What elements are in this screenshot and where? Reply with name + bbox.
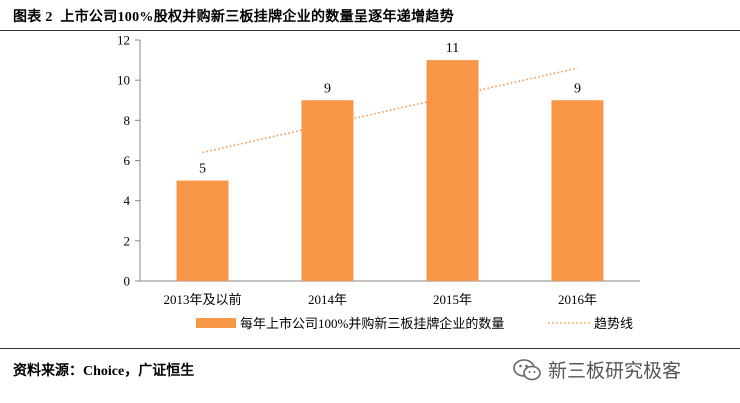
bottom-rule (0, 348, 740, 349)
bar (301, 100, 354, 281)
top-rule (0, 30, 740, 31)
legend-bar-label: 每年上市公司100%并购新三板挂牌企业的数量 (240, 316, 504, 331)
legend-bar-swatch (196, 318, 236, 328)
data-label: 5 (199, 162, 206, 177)
watermark-text: 新三板研究极客 (548, 360, 682, 382)
trend-line (202, 67, 578, 154)
data-label: 9 (574, 81, 581, 96)
y-tick-label: 6 (124, 153, 131, 168)
bar (176, 180, 229, 281)
figure-title: 图表 2 上市公司100%股权并购新三板挂牌企业的数量呈逐年递增趋势 (13, 6, 454, 26)
watermark: 新三板研究极客 (512, 356, 681, 383)
y-tick-label: 10 (117, 73, 130, 88)
source-note: 资料来源：Choice，广证恒生 (13, 364, 195, 379)
figure-label: 图表 2 (13, 10, 53, 25)
bar (426, 60, 479, 282)
y-tick-label: 2 (124, 233, 131, 248)
y-tick-label: 12 (117, 33, 130, 48)
x-tick-label: 2015年 (433, 292, 472, 307)
figure-title-text: 上市公司100%股权并购新三板挂牌企业的数量呈逐年递增趋势 (60, 10, 455, 25)
y-tick-label: 4 (124, 193, 131, 208)
wechat-icon (513, 358, 541, 380)
y-tick-label: 0 (124, 274, 131, 289)
x-tick-label: 2014年 (308, 292, 347, 307)
bar (551, 100, 604, 281)
data-label: 9 (324, 81, 331, 96)
bar-chart: 0 2 4 6 8 10 12 5 2013年及以前 9 2014年 11 2015年 9 2016年每年上… (117, 33, 640, 331)
legend-trend-label: 趋势线 (594, 316, 633, 331)
x-tick-label: 2016年 (558, 292, 597, 307)
y-tick-label: 8 (124, 113, 131, 128)
data-label: 11 (446, 41, 459, 56)
x-tick-label: 2013年及以前 (163, 292, 241, 307)
